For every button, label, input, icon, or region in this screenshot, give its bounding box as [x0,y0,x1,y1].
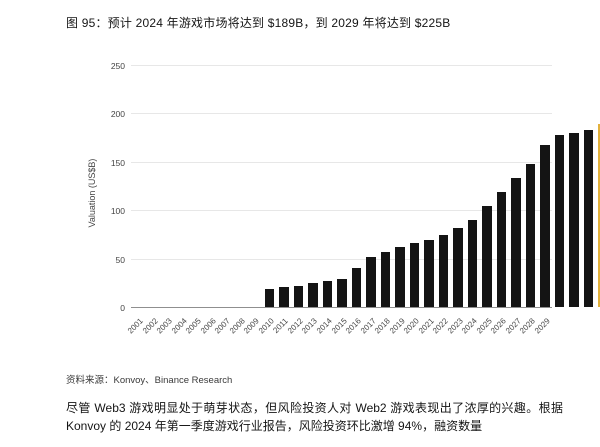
y-tick-0: 0 [120,303,125,313]
bar-2012 [424,240,434,307]
figure-title: 图 95：预计 2024 年游戏市场将达到 $189B，到 2029 年将达到 … [66,16,451,30]
bar-2002 [279,286,289,307]
source-note: 资料来源：Konvoy、Binance Research [66,375,233,386]
bar-2005 [322,280,333,307]
bar-2018 [511,178,521,307]
y-tick-200: 200 [110,109,125,120]
bar-2016 [482,206,492,307]
bar-2007 [351,268,362,307]
bar-2020 [540,145,550,307]
body-paragraph: 尽管 Web3 游戏明显处于萌芽状态，但风险投资人对 Web2 游戏表现出了浓厚… [66,401,563,433]
bar-2004 [308,282,318,307]
gridline-250 [131,65,552,66]
bar-2023 [583,129,594,307]
y-tick-100: 100 [110,206,125,217]
plot-area [131,65,600,308]
bar-2011 [409,243,420,307]
gridline-50 [131,258,552,260]
y-tick-50: 50 [115,254,125,265]
bar-2014 [453,227,463,307]
bar-2006 [337,278,347,307]
bar-2010 [395,246,405,307]
bar-2021 [554,134,565,307]
bar-2008 [366,256,376,307]
bar-2003 [293,285,304,307]
gridline-200 [131,113,552,115]
bar-2017 [496,191,507,307]
y-tick-150: 150 [110,157,125,168]
gridline-100 [131,210,552,212]
bar-2001 [264,288,274,307]
bar-2015 [467,219,478,307]
gridline-150 [131,161,552,163]
y-tick-250: 250 [110,61,125,71]
bar-2024 [598,124,600,307]
bar-2019 [525,163,536,307]
bar-2009 [380,251,391,307]
bar-2022 [569,132,579,307]
x-axis-baseline [131,307,552,308]
bar-2013 [438,235,449,307]
y-axis-title: Valuation (US$B) [87,158,97,228]
